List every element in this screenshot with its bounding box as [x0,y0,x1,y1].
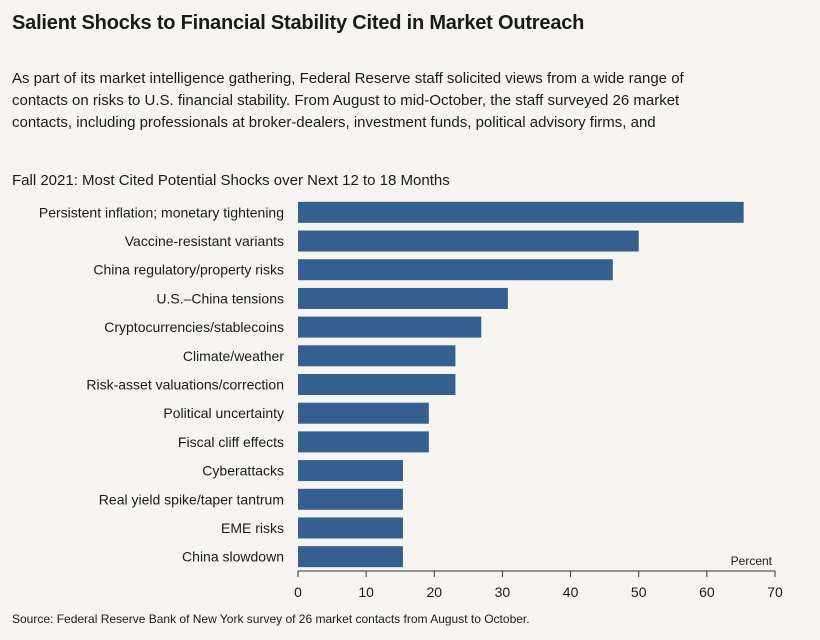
x-tick-label: 70 [767,584,783,600]
category-label: U.S.–China tensions [156,290,284,306]
bar [298,345,456,367]
intro-line: As part of its market intelligence gathe… [12,70,684,87]
bar [298,201,744,223]
bar [298,488,403,510]
category-label: EME risks [221,520,284,536]
category-label: Risk-asset valuations/correction [86,377,284,393]
bar [298,546,403,568]
bar [298,259,613,281]
intro-line: contacts, including professionals at bro… [12,114,656,131]
category-label: Real yield spike/taper tantrum [99,491,284,507]
bar [298,287,508,309]
category-label: Climate/weather [183,348,284,364]
category-label: Cryptocurrencies/stablecoins [104,319,284,335]
intro-line: contacts on risks to U.S. financial stab… [12,92,680,109]
bar [298,460,403,482]
category-label: Vaccine-resistant variants [125,233,284,249]
category-label: Fiscal cliff effects [178,434,284,450]
x-tick-label: 10 [358,584,374,600]
page-title: Salient Shocks to Financial Stability Ci… [12,12,585,34]
bar [298,316,482,338]
category-label: China slowdown [182,549,284,565]
x-tick-label: 30 [495,584,511,600]
x-tick-label: 0 [294,584,302,600]
bar [298,402,429,424]
category-label: Persistent inflation; monetary tightenin… [39,204,284,220]
bar [298,431,429,453]
category-label: China regulatory/property risks [93,262,284,278]
bar [298,517,403,539]
category-label: Cyberattacks [202,463,284,479]
source-note: Source: Federal Reserve Bank of New York… [12,612,530,626]
chart-title: Fall 2021: Most Cited Potential Shocks o… [12,172,450,189]
category-label: Political uncertainty [163,405,284,421]
x-tick-label: 20 [426,584,442,600]
bar [298,230,639,252]
bar [298,374,456,395]
intro-paragraph: As part of its market intelligence gathe… [12,68,812,134]
x-tick-label: 60 [699,584,715,600]
x-tick-label: 50 [631,584,647,600]
x-tick-label: 40 [563,584,579,600]
unit-label: Percent [731,554,773,568]
